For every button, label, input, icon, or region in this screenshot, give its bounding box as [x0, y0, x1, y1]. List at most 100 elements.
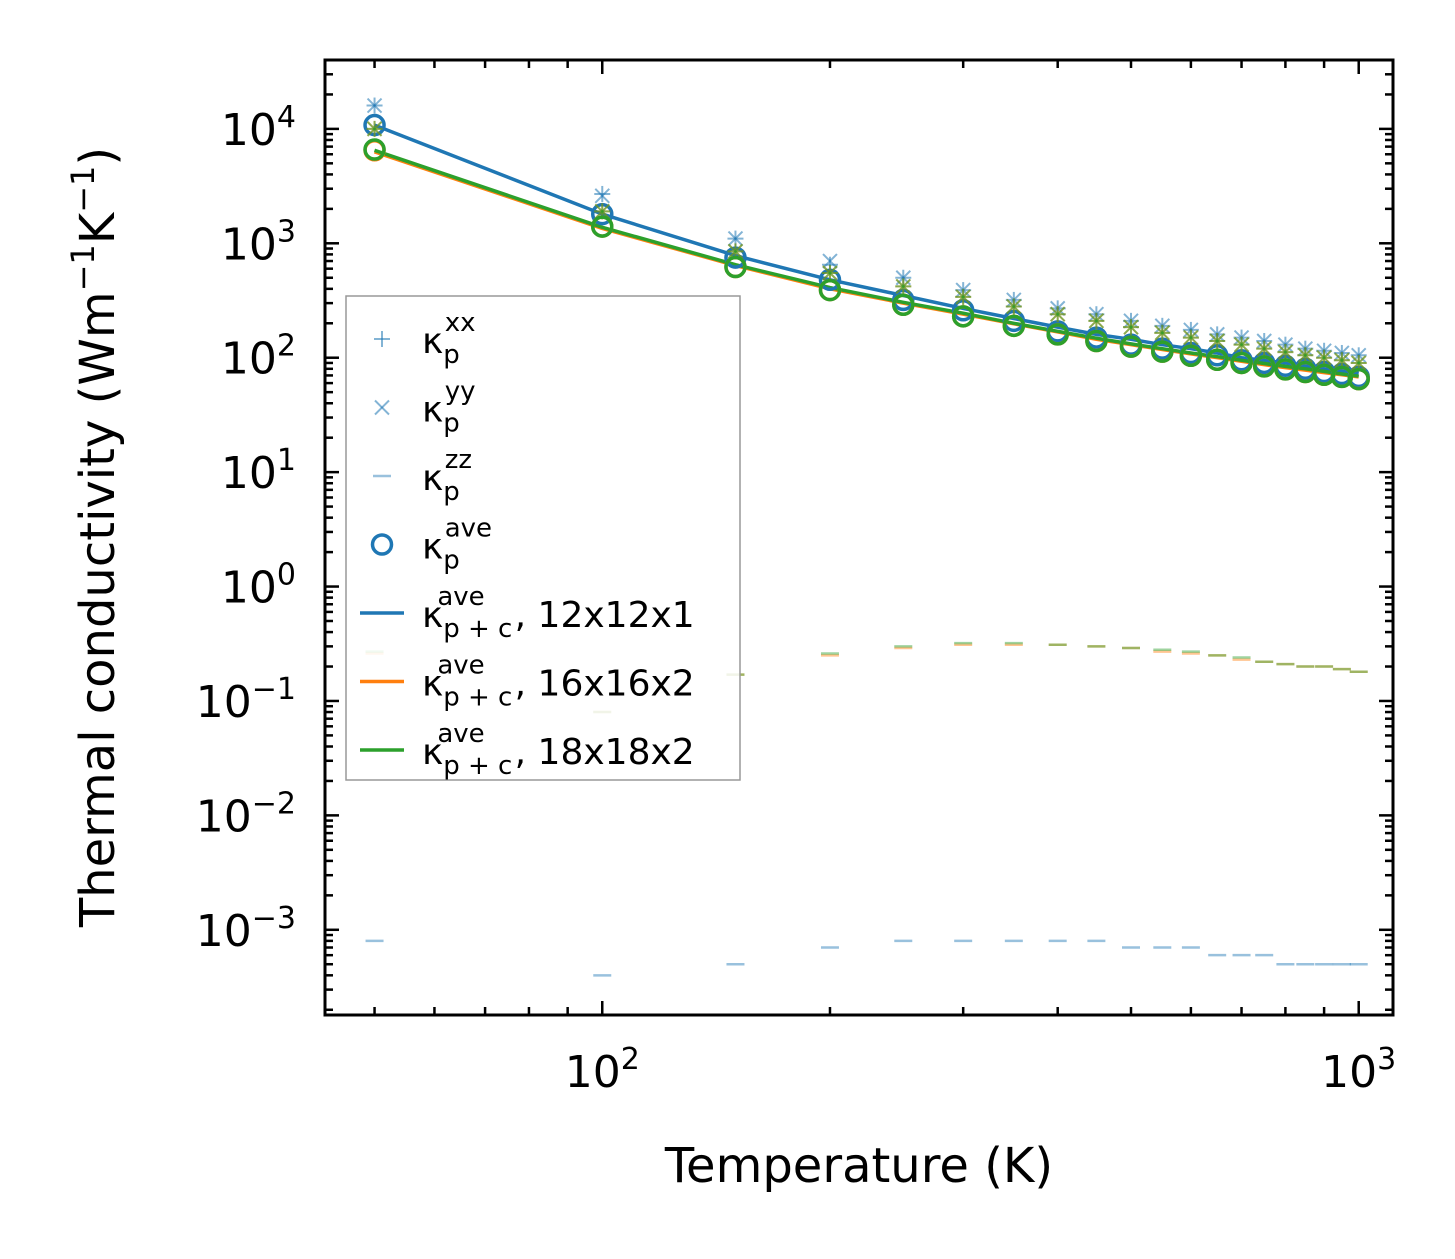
plot-data	[363, 97, 1370, 977]
series-13-point-3-ring	[818, 278, 842, 302]
series-11-point-12-d2	[1209, 333, 1225, 349]
series-13-point-12	[1205, 348, 1229, 371]
series-11-point-11-d2	[1183, 329, 1199, 346]
series-11-point-8-d2	[1088, 313, 1105, 329]
legend-label-subscript: p	[443, 546, 460, 576]
legend-label: κpzz	[422, 445, 472, 507]
y-tick-label-exponent: −2	[252, 786, 296, 821]
series-11-point-6-d2	[1006, 298, 1022, 315]
series-11-point-1-d2	[594, 203, 610, 220]
x-tick-label-exponent: 3	[1377, 1042, 1396, 1077]
series-1-point-1	[594, 188, 610, 204]
x-tick-label-base: 10	[565, 1047, 621, 1098]
legend-label-symbol: κ	[422, 321, 443, 362]
series-13-point-11-ring	[1179, 344, 1203, 368]
y-tick-label: 10−2	[196, 786, 296, 842]
legend-label: κp + cave , 12x12x1	[422, 582, 695, 644]
legend-entry: κpzz	[373, 445, 472, 507]
y-tick-label-exponent: 1	[277, 443, 296, 478]
y-tick-label-base: 10	[221, 334, 277, 385]
series-13-point-14-ring	[1252, 355, 1276, 378]
legend-label-symbol: κ	[422, 458, 443, 499]
legend-label-subscript: p + c	[443, 683, 512, 713]
series-1-point-3	[822, 253, 838, 269]
series-13-point-10-ring	[1151, 340, 1174, 363]
series-11-point-18	[1334, 352, 1350, 368]
series-11-point-17-d2	[1316, 350, 1332, 366]
series-1-point-3-d2	[822, 253, 838, 269]
y-tick-label-exponent: 2	[277, 329, 296, 364]
y-axis-title-exponent: −1	[64, 244, 102, 291]
series-1-point-2-d2	[727, 230, 744, 247]
legend-label-symbol: κ	[422, 595, 443, 636]
series-11-point-2-d2	[727, 243, 744, 260]
legend-label: κpyy	[422, 377, 476, 439]
y-tick-label: 102	[221, 329, 296, 385]
legend-swatch-marker-d2	[374, 399, 390, 416]
legend-label-subscript: p	[443, 477, 460, 507]
legend-label-subscript: p	[443, 409, 460, 439]
series-13-point-8	[1085, 329, 1108, 353]
series-11-point-13	[1233, 336, 1250, 353]
y-tick-label-exponent: −1	[252, 672, 296, 707]
series-1-point-2	[727, 230, 744, 247]
series-11-point-1	[594, 203, 610, 220]
series-11-point-12	[1209, 333, 1225, 349]
legend-label-superscript: zz	[445, 445, 472, 475]
legend-label-symbol: κ	[422, 732, 443, 773]
series-11-point-4	[895, 278, 911, 295]
series-11-point-6	[1006, 298, 1022, 315]
series-13-point-13	[1230, 351, 1253, 375]
series-11-point-3-d2	[822, 265, 838, 281]
series-11-point-14	[1256, 340, 1272, 357]
series-11-point-0-d2	[366, 121, 383, 137]
legend-swatch-marker	[374, 399, 390, 416]
legend-label-superscript: ave	[437, 651, 484, 681]
series-13-point-6-ring	[1002, 314, 1026, 338]
series-11-point-9	[1123, 319, 1139, 335]
series-13-point-6	[1002, 314, 1026, 338]
x-axis-title: Temperature (K)	[664, 1138, 1053, 1194]
legend-label-superscript: ave	[437, 719, 484, 749]
series-13-point-9	[1119, 335, 1143, 358]
series-13-point-4-ring	[892, 293, 915, 317]
legend-label-superscript: ave	[445, 514, 492, 544]
y-tick-label-exponent: −3	[252, 901, 296, 936]
y-tick-label-base: 10	[196, 677, 252, 728]
y-tick-label-base: 10	[221, 448, 277, 499]
y-tick-label-base: 10	[196, 906, 252, 957]
series-11-point-16-d2	[1297, 347, 1314, 363]
series-13-point-19	[1347, 367, 1370, 391]
series-11-point-9-d2	[1123, 319, 1139, 335]
series-11-point-16	[1297, 347, 1314, 363]
series-13-point-13-ring	[1230, 351, 1253, 375]
series-11-point-8	[1088, 313, 1105, 329]
series-13-point-9-ring	[1119, 335, 1143, 358]
y-axis-title-end: )	[70, 147, 126, 166]
series-13-point-5	[951, 305, 975, 328]
legend-label-suffix: , 12x12x1	[515, 595, 695, 636]
series-11-point-13-d2	[1233, 336, 1250, 353]
legend-label-superscript: ave	[437, 582, 484, 612]
series-11-point-7-d2	[1049, 306, 1066, 322]
series-11-point-7	[1049, 306, 1066, 322]
series-11-point-2	[727, 243, 744, 260]
series-13-point-8-ring	[1085, 329, 1108, 353]
series-1-point-1-d2	[594, 188, 610, 204]
y-tick-label: 101	[221, 443, 296, 499]
series-11-point-3	[822, 265, 838, 281]
series-13-circle-markers	[363, 138, 1370, 391]
series-13-point-2	[724, 255, 747, 279]
y-tick-label-exponent: 0	[277, 558, 296, 593]
legend-entry: κp + cave , 16x16x2	[360, 651, 695, 713]
series-1-point-0	[366, 97, 383, 114]
legend-label: κpxx	[422, 308, 476, 370]
legend-label-symbol: κ	[422, 527, 443, 568]
series-13-point-1	[591, 215, 614, 238]
y-tick-label: 10−3	[196, 901, 296, 957]
axes: 102 10310410310210110010−110−210−3Tempera…	[64, 58, 1396, 1194]
legend-label-subscript: p	[443, 340, 460, 370]
x-tick-label-base: 10	[1321, 1047, 1377, 1098]
series-13-point-14	[1252, 355, 1276, 378]
